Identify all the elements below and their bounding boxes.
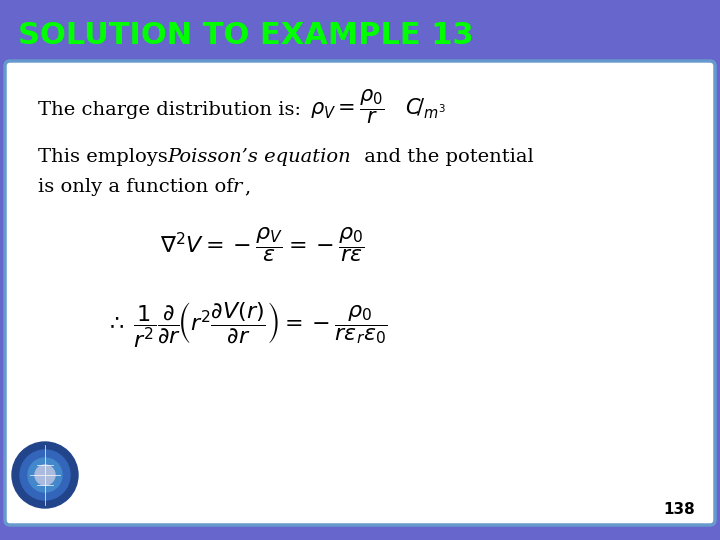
Text: $\therefore\; \dfrac{1}{r^2}\dfrac{\partial}{\partial r}\!\left(r^2\dfrac{\parti: $\therefore\; \dfrac{1}{r^2}\dfrac{\part… [105, 300, 387, 350]
Text: The charge distribution is:: The charge distribution is: [38, 101, 301, 119]
Text: r: r [233, 178, 243, 196]
FancyBboxPatch shape [5, 61, 715, 525]
Text: SOLUTION TO EXAMPLE 13: SOLUTION TO EXAMPLE 13 [18, 21, 474, 50]
Text: ,: , [244, 178, 250, 196]
Text: Poisson’s equation: Poisson’s equation [167, 148, 351, 166]
Circle shape [20, 450, 70, 500]
Text: $\nabla^2 V = -\dfrac{\rho_V}{\varepsilon} = -\dfrac{\rho_0}{r\varepsilon}$: $\nabla^2 V = -\dfrac{\rho_V}{\varepsilo… [160, 226, 365, 265]
Circle shape [28, 458, 62, 492]
Text: 138: 138 [663, 503, 695, 517]
Circle shape [12, 442, 78, 508]
Text: $\rho_V = \dfrac{\rho_0}{r} \quad C\!\left/_{m^3}\right.$: $\rho_V = \dfrac{\rho_0}{r} \quad C\!\le… [310, 87, 446, 126]
FancyBboxPatch shape [0, 0, 720, 62]
Text: This employs: This employs [38, 148, 174, 166]
Text: is only a function of: is only a function of [38, 178, 240, 196]
Text: and the potential: and the potential [358, 148, 534, 166]
Circle shape [35, 465, 55, 485]
